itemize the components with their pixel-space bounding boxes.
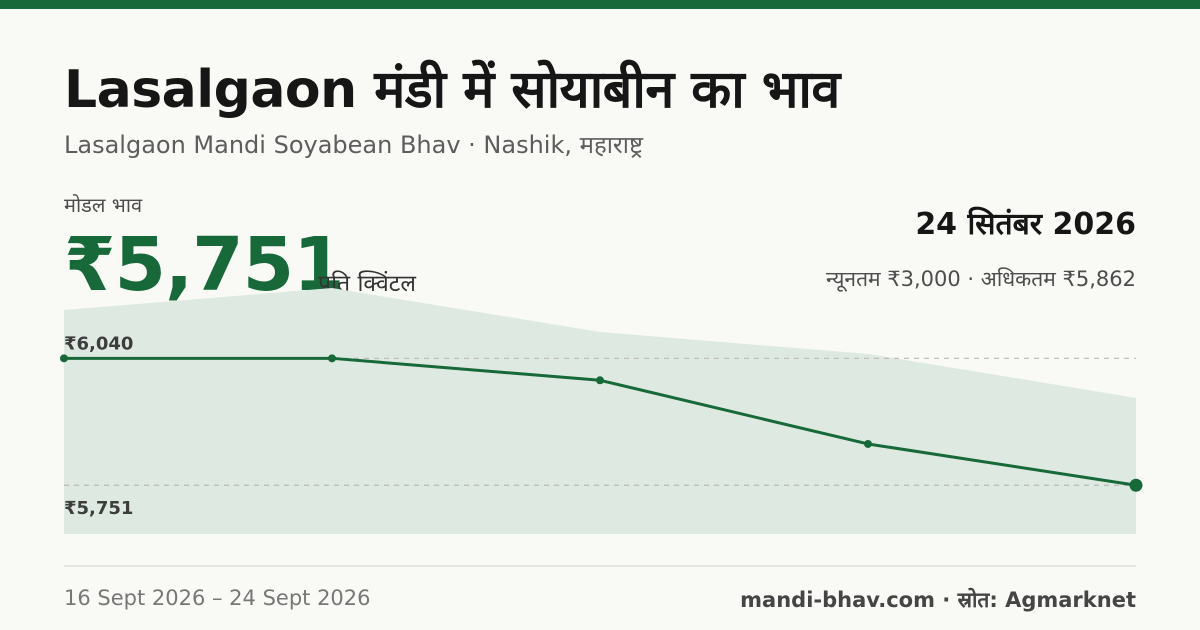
current-date: 24 सितंबर 2026 xyxy=(915,207,1136,242)
min-max-range: न्यूनतम ₹3,000 · अधिकतम ₹5,862 xyxy=(826,267,1136,291)
reference-label-1: ₹5,751 xyxy=(64,498,133,519)
data-point-0 xyxy=(60,354,68,363)
data-point-2 xyxy=(596,376,604,385)
page-subtitle: Lasalgaon Mandi Soyabean Bhav · Nashik, … xyxy=(64,131,643,159)
reference-label-0: ₹6,040 xyxy=(64,333,133,354)
page-title: Lasalgaon मंडी में सोयाबीन का भाव xyxy=(64,60,840,120)
data-point-4 xyxy=(1129,478,1143,492)
top-accent-bar xyxy=(0,0,1200,9)
modal-price-label: मोडल भाव xyxy=(64,193,143,217)
data-point-1 xyxy=(328,354,336,363)
footer-source: mandi-bhav.com · स्रोत: Agmarknet xyxy=(740,588,1136,612)
footer-divider xyxy=(64,565,1136,567)
price-range-band xyxy=(64,288,1136,534)
footer-date-range: 16 Sept 2026 – 24 Sept 2026 xyxy=(64,586,371,610)
data-point-3 xyxy=(864,439,872,448)
